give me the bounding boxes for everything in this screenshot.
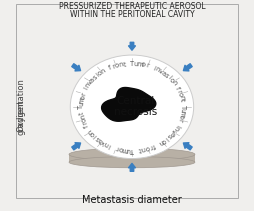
Text: necrosis: necrosis <box>114 107 157 117</box>
Text: o: o <box>140 62 146 68</box>
Text: v: v <box>157 68 164 75</box>
Text: v: v <box>100 139 107 146</box>
Text: i: i <box>166 75 172 80</box>
Text: r: r <box>145 62 149 69</box>
Text: t: t <box>179 99 185 102</box>
Text: i: i <box>108 142 112 149</box>
Polygon shape <box>69 154 195 162</box>
Text: i: i <box>174 123 181 128</box>
Text: m: m <box>179 110 185 117</box>
Text: o: o <box>89 130 96 137</box>
Text: a: a <box>97 137 104 144</box>
Text: n: n <box>170 79 178 86</box>
Text: r: r <box>177 117 184 122</box>
Text: o: o <box>160 137 167 144</box>
Text: t: t <box>138 146 141 152</box>
Text: r: r <box>176 89 182 93</box>
Text: n: n <box>103 140 110 148</box>
Polygon shape <box>102 88 156 121</box>
Text: T: T <box>78 105 84 109</box>
Text: i: i <box>95 73 100 78</box>
Text: r: r <box>148 143 153 150</box>
Text: n: n <box>154 66 161 73</box>
Text: s: s <box>163 72 170 79</box>
Text: WITHIN THE PERITONEAL CAVITY: WITHIN THE PERITONEAL CAVITY <box>70 10 194 19</box>
Text: n: n <box>87 128 94 134</box>
Text: u: u <box>179 108 186 112</box>
Text: m: m <box>136 61 143 68</box>
Text: n: n <box>172 125 180 132</box>
Text: a: a <box>89 77 96 84</box>
Text: r: r <box>82 120 88 125</box>
Text: o: o <box>118 145 123 152</box>
Text: i: i <box>164 135 169 141</box>
Text: T: T <box>130 61 134 67</box>
Text: u: u <box>126 146 131 153</box>
Ellipse shape <box>70 55 194 158</box>
Text: s: s <box>94 135 101 142</box>
Text: PRESSURIZED THERAPEUTIC AEROSOL: PRESSURIZED THERAPEUTIC AEROSOL <box>59 2 205 11</box>
Text: i: i <box>92 133 98 139</box>
Text: f: f <box>83 123 90 128</box>
Text: gradient: gradient <box>16 99 25 135</box>
Text: o: o <box>177 91 184 97</box>
Text: f: f <box>108 65 113 71</box>
Text: i: i <box>152 65 156 71</box>
Text: n: n <box>79 114 86 119</box>
Text: n: n <box>100 68 107 75</box>
Text: s: s <box>166 133 172 139</box>
Text: T: T <box>180 105 186 109</box>
Text: o: o <box>80 117 87 122</box>
Text: s: s <box>91 74 98 81</box>
Text: o: o <box>114 62 120 69</box>
Text: T: T <box>130 147 134 153</box>
Ellipse shape <box>69 157 195 168</box>
Text: n: n <box>140 145 146 152</box>
Text: r: r <box>115 145 119 151</box>
Text: u: u <box>133 61 138 67</box>
Text: t: t <box>123 61 126 68</box>
Text: a: a <box>160 70 167 77</box>
Text: o: o <box>178 114 185 119</box>
Text: r: r <box>80 92 87 96</box>
Text: o: o <box>144 144 150 151</box>
Text: Metastasis diameter: Metastasis diameter <box>82 195 182 205</box>
Text: n: n <box>157 139 164 146</box>
Text: v: v <box>170 128 177 134</box>
Text: i: i <box>83 86 89 90</box>
Text: t: t <box>79 111 85 115</box>
Text: n: n <box>118 62 123 68</box>
Text: n: n <box>178 95 185 100</box>
Text: f: f <box>174 86 181 91</box>
Text: m: m <box>121 146 128 153</box>
Text: r: r <box>111 64 116 70</box>
Text: m: m <box>78 97 85 104</box>
Text: o: o <box>79 95 86 100</box>
Ellipse shape <box>69 148 195 161</box>
Text: f: f <box>152 142 156 149</box>
Text: a: a <box>168 130 175 137</box>
Text: v: v <box>87 79 94 86</box>
Text: u: u <box>78 101 85 106</box>
Text: Oxygenation: Oxygenation <box>16 78 25 132</box>
Text: n: n <box>85 82 92 89</box>
Text: o: o <box>97 70 104 77</box>
Text: o: o <box>168 77 175 84</box>
Text: Central: Central <box>117 96 155 106</box>
